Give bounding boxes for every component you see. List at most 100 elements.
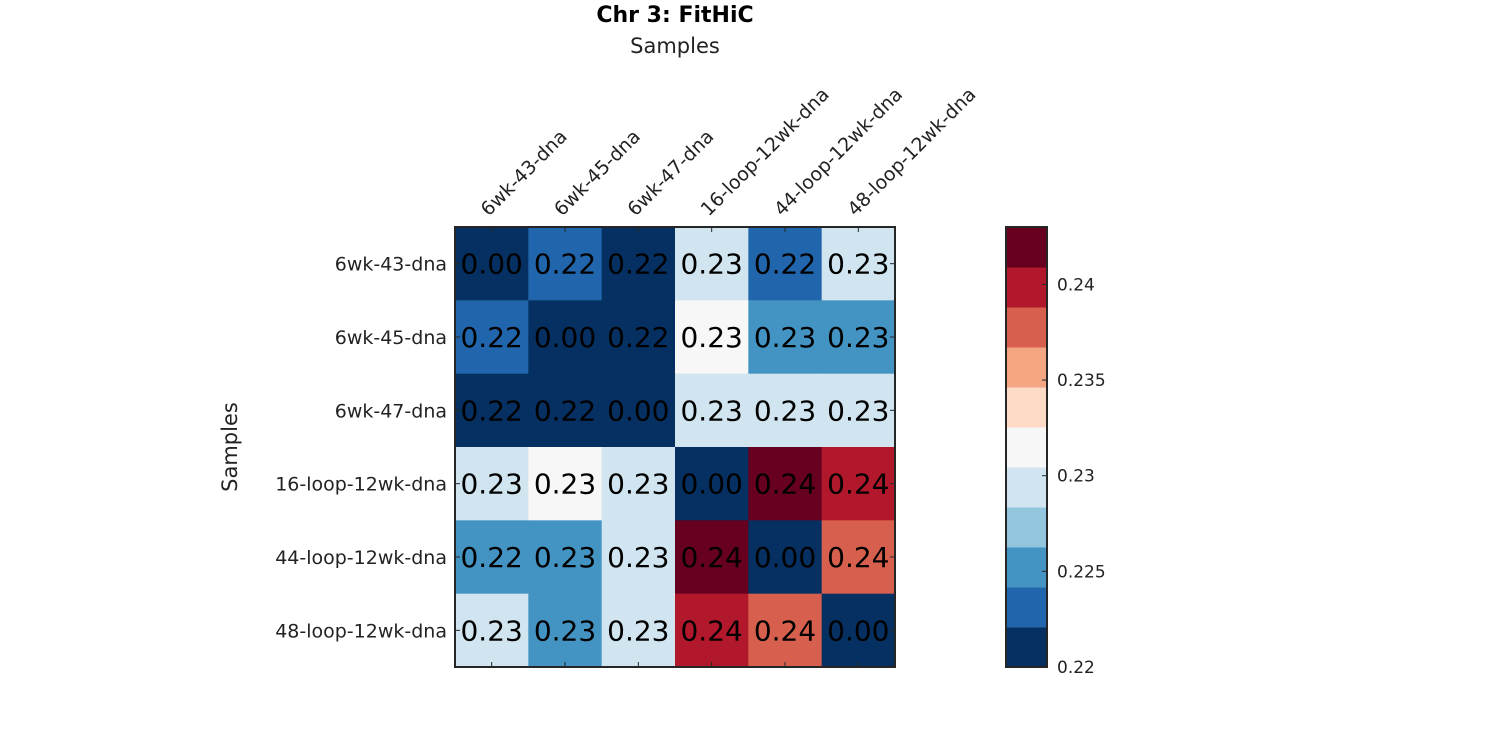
- cell-value-label: 0.24: [827, 541, 889, 574]
- colorbar-segment: [1006, 227, 1047, 268]
- x-tick-label: 48-loop-12wk-dna: [843, 83, 980, 220]
- colorbar-tick-label: 0.235: [1057, 371, 1106, 391]
- y-axis-label: Samples: [218, 402, 242, 492]
- colorbar-tick-label: 0.225: [1057, 562, 1106, 582]
- colorbar-segment: [1006, 387, 1047, 428]
- heatmap-cell: [528, 447, 603, 521]
- heatmap-cell: [601, 373, 676, 448]
- colorbar-segment: [1006, 547, 1047, 588]
- cell-value-label: 0.24: [827, 468, 889, 501]
- cell-value-label: 0.23: [534, 614, 596, 647]
- heatmap-cell: [601, 447, 676, 521]
- x-tick-label: 16-loop-12wk-dna: [697, 83, 834, 220]
- cell-value-label: 0.23: [680, 321, 742, 354]
- x-axis-label: Samples: [630, 34, 720, 58]
- cell-value-label: 0.22: [534, 394, 596, 427]
- heatmap-cell: [821, 593, 896, 668]
- cell-value-label: 0.24: [680, 541, 742, 574]
- colorbar: 0.22 0.225 0.23 0.235 0.24: [1005, 226, 1106, 678]
- heatmap-cell: [455, 593, 529, 668]
- cell-value-label: 0.23: [680, 394, 742, 427]
- cell-value-label: 0.23: [827, 321, 889, 354]
- cell-value-label: 0.23: [754, 321, 816, 354]
- x-tick-label: 44-loop-12wk-dna: [770, 83, 907, 220]
- cell-value-label: 0.23: [460, 614, 522, 647]
- heatmap-cell: [675, 593, 749, 668]
- cell-value-label: 0.22: [607, 248, 669, 281]
- colorbar-segment: [1006, 307, 1047, 348]
- cell-value-label: 0.23: [460, 468, 522, 501]
- colorbar-segment: [1006, 267, 1047, 308]
- cell-value-label: 0.23: [534, 541, 596, 574]
- heatmap-cell: [455, 520, 529, 595]
- x-tick-labels: 6wk-43-dna6wk-45-dna6wk-47-dna16-loop-12…: [477, 83, 981, 220]
- heatmap-cell: [821, 447, 896, 521]
- cell-value-label: 0.23: [827, 394, 889, 427]
- heatmap-cell: [601, 300, 676, 375]
- chart-title: Chr 3: FitHiC: [596, 3, 753, 28]
- heatmap-cell: [821, 373, 896, 448]
- cell-value-label: 0.23: [754, 394, 816, 427]
- heatmap-cell: [601, 227, 676, 301]
- colorbar-segment: [1006, 507, 1047, 548]
- plot-frame: [454, 226, 896, 668]
- heatmap-cell: [528, 300, 603, 375]
- heatmap-cell: [748, 520, 823, 595]
- heatmap-cell: [748, 447, 823, 521]
- heatmap-cell: [528, 373, 603, 448]
- cell-value-label: 0.23: [607, 614, 669, 647]
- cell-value-label: 0.23: [607, 541, 669, 574]
- cell-value-label: 0.00: [680, 468, 742, 501]
- cell-value-label: 0.24: [754, 614, 816, 647]
- heatmap-cell: [821, 300, 896, 375]
- cell-value-label: 0.24: [754, 468, 816, 501]
- heatmap-cell: [675, 300, 749, 375]
- heatmap-cell: [455, 300, 529, 375]
- heatmap-cell: [821, 520, 896, 595]
- cell-value-label: 0.22: [460, 321, 522, 354]
- heatmap-cells: [454, 226, 896, 668]
- heatmap-cell: [528, 593, 603, 668]
- cell-value-label: 0.22: [460, 541, 522, 574]
- heatmap-cell: [748, 593, 823, 668]
- heatmap-cell: [528, 227, 603, 301]
- heatmap-cell: [528, 520, 603, 595]
- colorbar-segment: [1006, 587, 1047, 628]
- heatmap-cell: [601, 520, 676, 595]
- colorbar-tick-label: 0.24: [1057, 275, 1095, 295]
- y-tick-label: 6wk-47-dna: [335, 400, 447, 422]
- colorbar-segment: [1006, 347, 1047, 388]
- heatmap-cell: [455, 227, 529, 301]
- y-tick-label: 16-loop-12wk-dna: [275, 474, 447, 496]
- cell-value-label: 0.23: [827, 248, 889, 281]
- heatmap-cell: [748, 227, 823, 301]
- cell-value-label: 0.00: [607, 394, 669, 427]
- cell-value-label: 0.00: [827, 614, 889, 647]
- cell-value-label: 0.24: [680, 614, 742, 647]
- heatmap-cell: [675, 447, 749, 521]
- heatmap-cell: [455, 447, 529, 521]
- cell-value-label: 0.23: [534, 468, 596, 501]
- y-tick-label: 44-loop-12wk-dna: [275, 547, 447, 569]
- heatmap-cell: [821, 227, 896, 301]
- heatmap-cell: [601, 593, 676, 668]
- cell-value-label: 0.00: [460, 248, 522, 281]
- colorbar-segment: [1006, 627, 1047, 668]
- heatmap-cell: [675, 227, 749, 301]
- heatmap-cell: [748, 373, 823, 448]
- cell-value-label: 0.00: [534, 321, 596, 354]
- heatmap-cell: [455, 373, 529, 448]
- colorbar-tick-label: 0.23: [1057, 467, 1095, 487]
- cell-value-label: 0.22: [754, 248, 816, 281]
- heatmap-cell: [675, 373, 749, 448]
- cell-value-label: 0.23: [680, 248, 742, 281]
- heatmap-cell-labels: 0.00 0.22 0.22 0.23 0.22 0.23 0.22 0.00 0.22 0.23…: [460, 248, 889, 648]
- heatmap-cell: [748, 300, 823, 375]
- colorbar-segment: [1006, 427, 1047, 468]
- colorbar-segment: [1006, 467, 1047, 508]
- y-tick-label: 6wk-43-dna: [335, 254, 447, 276]
- cell-value-label: 0.22: [534, 248, 596, 281]
- cell-value-label: 0.22: [460, 394, 522, 427]
- cell-value-label: 0.00: [754, 541, 816, 574]
